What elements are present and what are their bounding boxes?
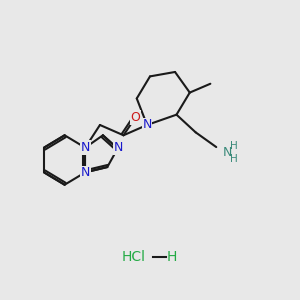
- Text: H: H: [230, 154, 238, 164]
- Text: N: N: [80, 141, 90, 154]
- Text: N: N: [113, 141, 123, 154]
- Text: O: O: [130, 111, 140, 124]
- Text: H: H: [167, 250, 177, 265]
- Text: HCl: HCl: [122, 250, 146, 265]
- Text: N: N: [142, 118, 152, 131]
- Text: N: N: [223, 146, 232, 159]
- Text: H: H: [230, 142, 238, 152]
- Text: N: N: [81, 167, 91, 179]
